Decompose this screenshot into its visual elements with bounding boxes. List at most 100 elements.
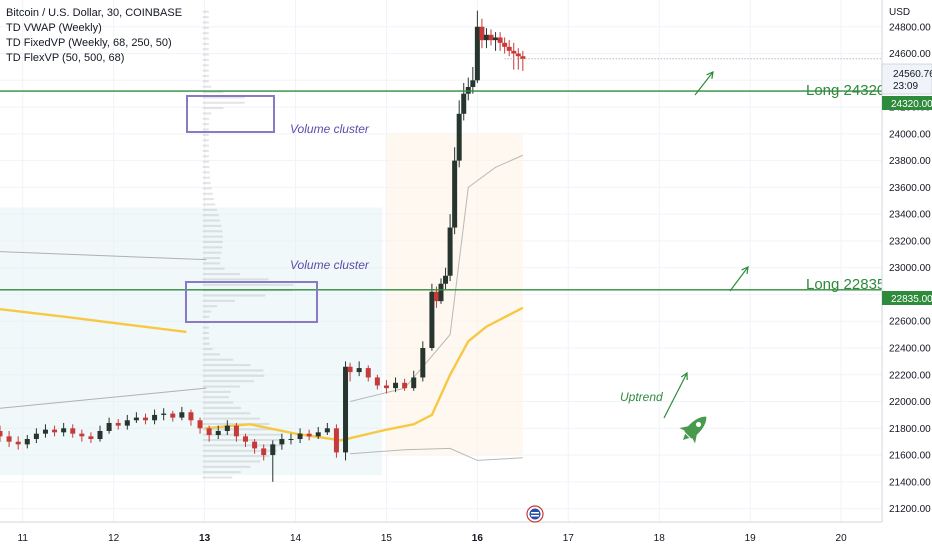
volume-bar <box>202 348 213 351</box>
long-label-lower: Long 22835 <box>806 276 885 293</box>
volume-bar <box>202 192 213 195</box>
indicator-fixedvp[interactable]: TD FixedVP (Weekly, 68, 250, 50) <box>6 37 172 49</box>
level-tag-lower: 22835.00 <box>882 291 932 305</box>
volume-bar <box>202 10 209 13</box>
y-tick-label: 22000.00 <box>889 397 931 408</box>
cluster-label-upper: Volume cluster <box>290 122 370 136</box>
x-tick-label: 17 <box>563 533 575 544</box>
volume-bar <box>202 101 245 104</box>
volume-bar <box>202 406 241 409</box>
volume-bar <box>202 353 220 356</box>
vwap-line <box>204 306 524 442</box>
volume-bar <box>202 240 223 243</box>
candle-body <box>393 382 399 389</box>
cluster-label-lower: Volume cluster <box>290 258 370 272</box>
candle-body <box>343 366 349 453</box>
candle-body <box>243 436 249 442</box>
candle-body <box>33 433 39 440</box>
level-tag-lower-value: 22835.00 <box>891 294 932 305</box>
candle-body <box>429 291 435 348</box>
volume-bar <box>202 96 245 99</box>
candle-body <box>356 368 362 373</box>
volume-bar <box>202 262 221 265</box>
uptrend-label: Uptrend <box>620 390 663 404</box>
volume-bar <box>202 364 251 367</box>
y-tick-label: 24800.00 <box>889 22 931 33</box>
last-price-value: 24560.76 <box>893 69 932 80</box>
volume-bar <box>202 219 221 222</box>
candle-body <box>288 439 294 441</box>
volume-bar <box>202 310 211 313</box>
volume-bar <box>202 128 209 131</box>
volume-bar <box>202 69 209 72</box>
level-tag-upper-value: 24320.00 <box>891 99 932 110</box>
candle-body <box>188 412 194 421</box>
candle-body <box>497 37 503 43</box>
volume-bar <box>202 385 240 388</box>
candle-body <box>411 377 417 389</box>
volume-bar <box>202 283 294 286</box>
volume-bar <box>202 224 222 227</box>
volume-bar <box>202 214 219 217</box>
candle-body <box>452 160 458 228</box>
arrow-upper <box>694 71 714 96</box>
volume-bar <box>202 417 261 420</box>
volume-bar <box>202 187 212 190</box>
candle-body <box>511 50 517 54</box>
candle-body <box>97 430 103 440</box>
long-label-upper: Long 24320 <box>806 82 885 99</box>
volume-bar <box>202 117 209 120</box>
x-tick-label: 14 <box>290 533 302 544</box>
volume-bar <box>202 246 223 249</box>
candle-body <box>0 430 3 437</box>
volume-bar <box>202 171 210 174</box>
indicator-vwap[interactable]: TD VWAP (Weekly) <box>6 22 102 34</box>
candle-body <box>261 448 267 456</box>
y-tick-label: 22600.00 <box>889 317 931 328</box>
volume-bar <box>202 428 277 431</box>
y-tick-label: 21600.00 <box>889 451 931 462</box>
volume-bar <box>202 380 254 383</box>
volume-bar <box>202 80 209 83</box>
volume-bar <box>202 390 231 393</box>
volume-bar <box>202 74 209 78</box>
symbol-title[interactable]: Bitcoin / U.S. Dollar, 30, COINBASE <box>6 7 183 19</box>
volume-bar <box>202 412 251 415</box>
arrow-lower-head <box>741 265 749 275</box>
volume-bar <box>202 16 209 19</box>
volume-bar <box>202 208 217 211</box>
x-tick-label: 16 <box>472 533 484 544</box>
volume-bar <box>202 198 214 201</box>
volume-bar <box>202 235 223 238</box>
candle-body <box>142 417 148 421</box>
candle-body <box>483 34 489 41</box>
volume-bar <box>202 160 210 163</box>
trend-arrows <box>663 71 749 419</box>
arrow-uptrend <box>663 372 688 419</box>
candle-body <box>383 385 389 389</box>
profile-vah-line <box>0 251 207 261</box>
candle-body <box>61 428 67 433</box>
x-tick-label: 15 <box>381 533 393 544</box>
volume-bar <box>202 337 210 340</box>
cluster-boxes <box>185 95 318 323</box>
arrow-upper-head <box>706 71 714 80</box>
candle-body <box>197 420 203 429</box>
level-tag-upper: 24320.00 <box>882 96 932 110</box>
indicator-flexvp[interactable]: TD FlexVP (50, 500, 68) <box>6 52 125 64</box>
volume-bar <box>202 315 210 318</box>
volume-bar <box>202 48 209 51</box>
volume-bar <box>202 267 225 270</box>
candle-body <box>365 368 371 378</box>
cluster-box-lower <box>185 281 318 323</box>
volume-bar <box>202 273 241 276</box>
time-axis[interactable]: 11 12 13 14 15 16 17 18 19 20 <box>0 521 882 544</box>
volume-bar <box>202 58 209 61</box>
chart-legend: Bitcoin / U.S. Dollar, 30, COINBASE TD V… <box>6 6 182 66</box>
candle-body <box>456 113 462 161</box>
volume-bar <box>202 182 211 185</box>
us-flag-event-icon[interactable] <box>526 505 544 523</box>
volume-bar <box>202 53 209 56</box>
volume-bar <box>202 444 283 447</box>
